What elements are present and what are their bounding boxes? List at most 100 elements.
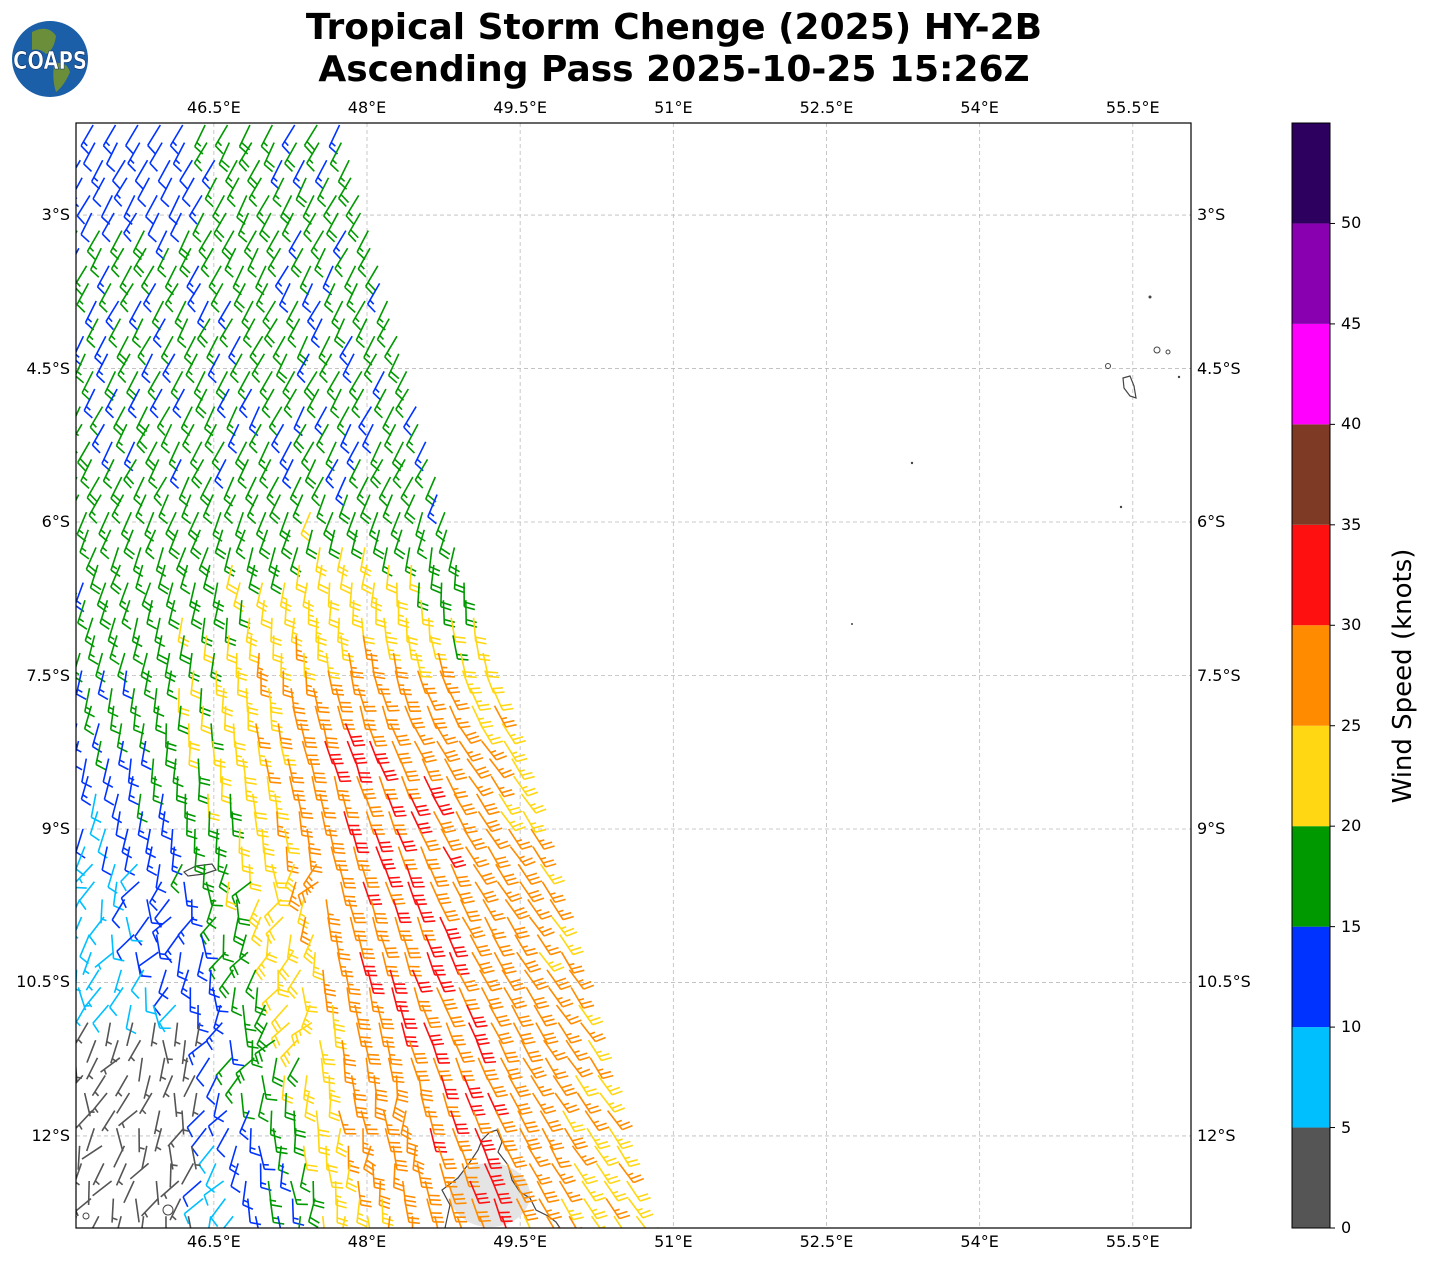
barb-shaft xyxy=(158,1004,177,1024)
barb-half xyxy=(101,299,107,305)
barb-shaft xyxy=(92,1163,105,1186)
barb-shaft xyxy=(58,776,65,799)
barb-shaft xyxy=(167,1127,185,1147)
barb-shaft xyxy=(373,828,384,852)
barb-half xyxy=(247,719,254,723)
wind-barb xyxy=(101,212,115,243)
barb-half xyxy=(192,458,198,464)
wind-barb xyxy=(123,458,137,489)
wind-barb xyxy=(248,864,262,892)
wind-barb xyxy=(76,885,87,889)
barb-half xyxy=(214,211,220,217)
wind-barb xyxy=(179,635,192,665)
barb-shaft xyxy=(231,881,252,897)
barb-full xyxy=(318,583,330,590)
barb-full xyxy=(392,898,404,901)
barb-full xyxy=(166,605,177,613)
barb-full xyxy=(532,1058,544,1063)
barb-full xyxy=(363,640,375,645)
barb-full xyxy=(543,845,555,850)
barb-half xyxy=(364,441,370,446)
barb-half xyxy=(540,856,547,860)
barb-half xyxy=(179,335,185,341)
barb-half xyxy=(70,265,74,269)
barb-half xyxy=(437,529,443,535)
barb-full xyxy=(90,816,102,824)
wind-barb xyxy=(90,793,102,824)
barb-full xyxy=(583,984,595,990)
barb-shaft xyxy=(348,370,363,393)
wind-barb xyxy=(297,881,319,906)
barb-shaft xyxy=(102,124,117,147)
barb-full xyxy=(540,1088,552,1093)
barb-shaft xyxy=(170,371,184,393)
barb-full xyxy=(201,724,213,730)
wind-barb xyxy=(172,388,186,419)
wind-barb xyxy=(616,1145,641,1168)
barb-shaft xyxy=(368,740,380,764)
wind-barb xyxy=(450,863,472,888)
barb-full xyxy=(56,463,64,471)
barb-full xyxy=(272,1076,284,1083)
barb-full xyxy=(417,822,429,826)
barb-full xyxy=(117,746,128,753)
wind-barb xyxy=(384,881,406,905)
wind-barb xyxy=(432,1057,453,1082)
wind-barb xyxy=(237,371,251,401)
barb-full xyxy=(293,444,302,454)
barb-shaft xyxy=(351,388,365,411)
wind-barb xyxy=(243,230,257,260)
barb-shaft xyxy=(325,441,337,464)
barb-shaft xyxy=(91,1074,106,1097)
wind-barb xyxy=(223,494,237,525)
barb-shaft xyxy=(47,1005,63,1023)
wind-barb xyxy=(293,423,307,454)
wind-barb xyxy=(95,740,107,771)
wind-barb xyxy=(256,194,270,225)
barb-full xyxy=(329,1116,340,1122)
wind-barb xyxy=(282,371,296,401)
barb-half xyxy=(296,649,303,653)
barb-half xyxy=(221,334,227,340)
wind-barb xyxy=(76,159,82,190)
wind-barb xyxy=(544,1057,569,1080)
barb-full xyxy=(487,1158,499,1161)
wind-barb xyxy=(351,828,370,854)
barb-shaft xyxy=(124,846,131,871)
wind-barb xyxy=(249,1128,261,1157)
wind-barb xyxy=(335,687,354,713)
barb-full xyxy=(63,729,73,734)
barb-shaft xyxy=(149,388,163,411)
barb-half xyxy=(261,387,267,393)
barb-full xyxy=(225,180,235,190)
wind-barb xyxy=(111,898,126,929)
barb-full xyxy=(637,1193,649,1198)
barb-shaft xyxy=(147,124,162,146)
barb-half xyxy=(307,947,313,953)
wind-barb xyxy=(123,212,138,243)
barb-half xyxy=(329,387,334,393)
barb-shaft xyxy=(605,1198,621,1220)
barb-full xyxy=(406,511,416,521)
barb-full xyxy=(276,1151,288,1155)
barb-full xyxy=(261,229,271,239)
barb-half xyxy=(299,913,306,918)
wind-barb xyxy=(395,1075,409,1103)
barb-shaft xyxy=(134,159,149,182)
wind-barb xyxy=(185,353,198,384)
barb-full xyxy=(434,795,446,799)
barb-full xyxy=(265,869,277,874)
barb-shaft xyxy=(347,899,357,923)
barb-full xyxy=(76,287,83,295)
wind-barb xyxy=(214,459,227,489)
wind-barb xyxy=(149,142,163,172)
barb-full xyxy=(467,1162,479,1165)
wind-barb xyxy=(191,1092,199,1117)
barb-full xyxy=(481,1052,493,1055)
barb-shaft xyxy=(452,881,465,904)
wind-barb xyxy=(181,423,195,454)
barb-half xyxy=(328,913,334,916)
barb-full xyxy=(197,974,208,982)
wind-barb xyxy=(356,476,369,507)
barb-shaft xyxy=(216,1127,230,1150)
